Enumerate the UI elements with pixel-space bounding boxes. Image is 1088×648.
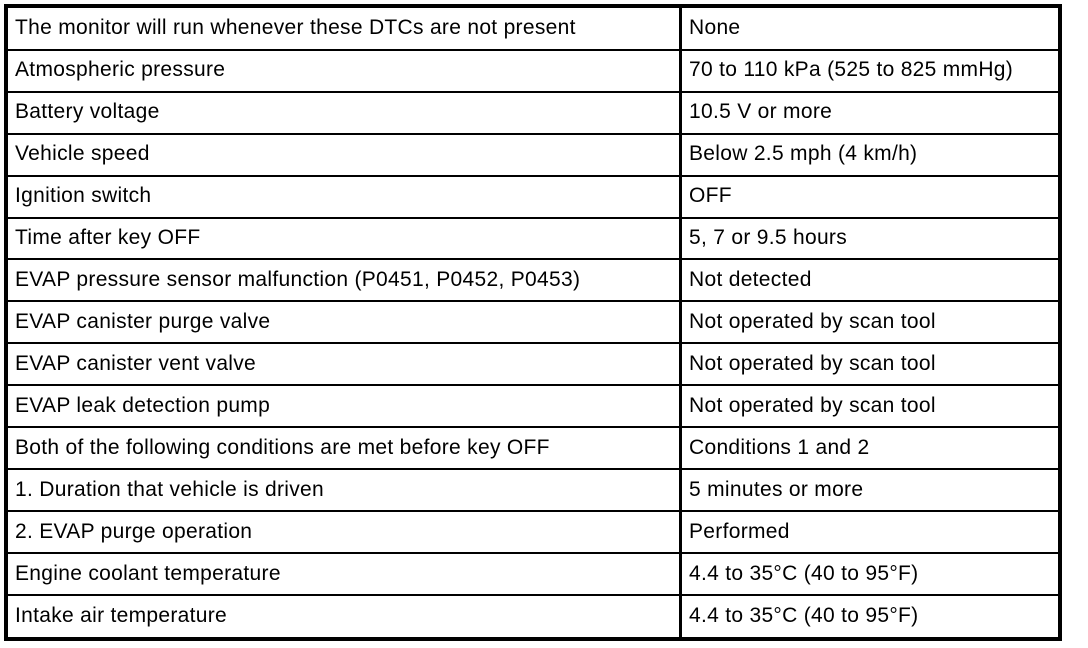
condition-value-cell: 4.4 to 35°C (40 to 95°F) — [679, 594, 1061, 640]
table-row: Both of the following conditions are met… — [5, 426, 1061, 471]
condition-value-cell: 5, 7 or 9.5 hours — [679, 216, 1061, 261]
table-row: EVAP leak detection pump Not operated by… — [5, 384, 1061, 429]
condition-value-cell: Not detected — [679, 258, 1061, 303]
condition-value-cell: Performed — [679, 510, 1061, 555]
condition-item-cell: EVAP leak detection pump — [5, 384, 682, 429]
condition-value-cell: 10.5 V or more — [679, 90, 1061, 135]
condition-item-cell: Atmospheric pressure — [5, 48, 682, 93]
condition-item-cell: Engine coolant temperature — [5, 552, 682, 597]
condition-item-cell: EVAP canister vent valve — [5, 342, 682, 387]
condition-value-cell: Conditions 1 and 2 — [679, 426, 1061, 471]
condition-item-cell: 2. EVAP purge operation — [5, 510, 682, 555]
table-row: Ignition switch OFF — [5, 174, 1061, 219]
condition-value-cell: OFF — [679, 174, 1061, 219]
condition-item-cell: The monitor will run whenever these DTCs… — [5, 5, 682, 51]
condition-value-cell: None — [679, 5, 1061, 51]
condition-item-cell: Both of the following conditions are met… — [5, 426, 682, 471]
condition-value-cell: 5 minutes or more — [679, 468, 1061, 513]
condition-value-cell: Not operated by scan tool — [679, 342, 1061, 387]
condition-item-cell: Ignition switch — [5, 174, 682, 219]
table-row: 2. EVAP purge operation Performed — [5, 510, 1061, 555]
table-row: EVAP canister vent valve Not operated by… — [5, 342, 1061, 387]
table-row: The monitor will run whenever these DTCs… — [5, 5, 1061, 51]
monitor-conditions-table: The monitor will run whenever these DTCs… — [4, 4, 1062, 641]
condition-value-cell: 70 to 110 kPa (525 to 825 mmHg) — [679, 48, 1061, 93]
condition-item-cell: EVAP pressure sensor malfunction (P0451,… — [5, 258, 682, 303]
condition-value-cell: Below 2.5 mph (4 km/h) — [679, 132, 1061, 177]
table-row: 1. Duration that vehicle is driven 5 min… — [5, 468, 1061, 513]
table-row: Vehicle speed Below 2.5 mph (4 km/h) — [5, 132, 1061, 177]
table-row: EVAP pressure sensor malfunction (P0451,… — [5, 258, 1061, 303]
table-row: Battery voltage 10.5 V or more — [5, 90, 1061, 135]
table-row: Intake air temperature 4.4 to 35°C (40 t… — [5, 594, 1061, 640]
condition-item-cell: Intake air temperature — [5, 594, 682, 640]
condition-item-cell: EVAP canister purge valve — [5, 300, 682, 345]
condition-value-cell: Not operated by scan tool — [679, 384, 1061, 429]
condition-value-cell: Not operated by scan tool — [679, 300, 1061, 345]
condition-item-cell: Battery voltage — [5, 90, 682, 135]
table-row: EVAP canister purge valve Not operated b… — [5, 300, 1061, 345]
condition-item-cell: 1. Duration that vehicle is driven — [5, 468, 682, 513]
table-row: Atmospheric pressure 70 to 110 kPa (525 … — [5, 48, 1061, 93]
condition-value-cell: 4.4 to 35°C (40 to 95°F) — [679, 552, 1061, 597]
condition-item-cell: Time after key OFF — [5, 216, 682, 261]
condition-item-cell: Vehicle speed — [5, 132, 682, 177]
table-row: Engine coolant temperature 4.4 to 35°C (… — [5, 552, 1061, 597]
table-row: Time after key OFF 5, 7 or 9.5 hours — [5, 216, 1061, 261]
